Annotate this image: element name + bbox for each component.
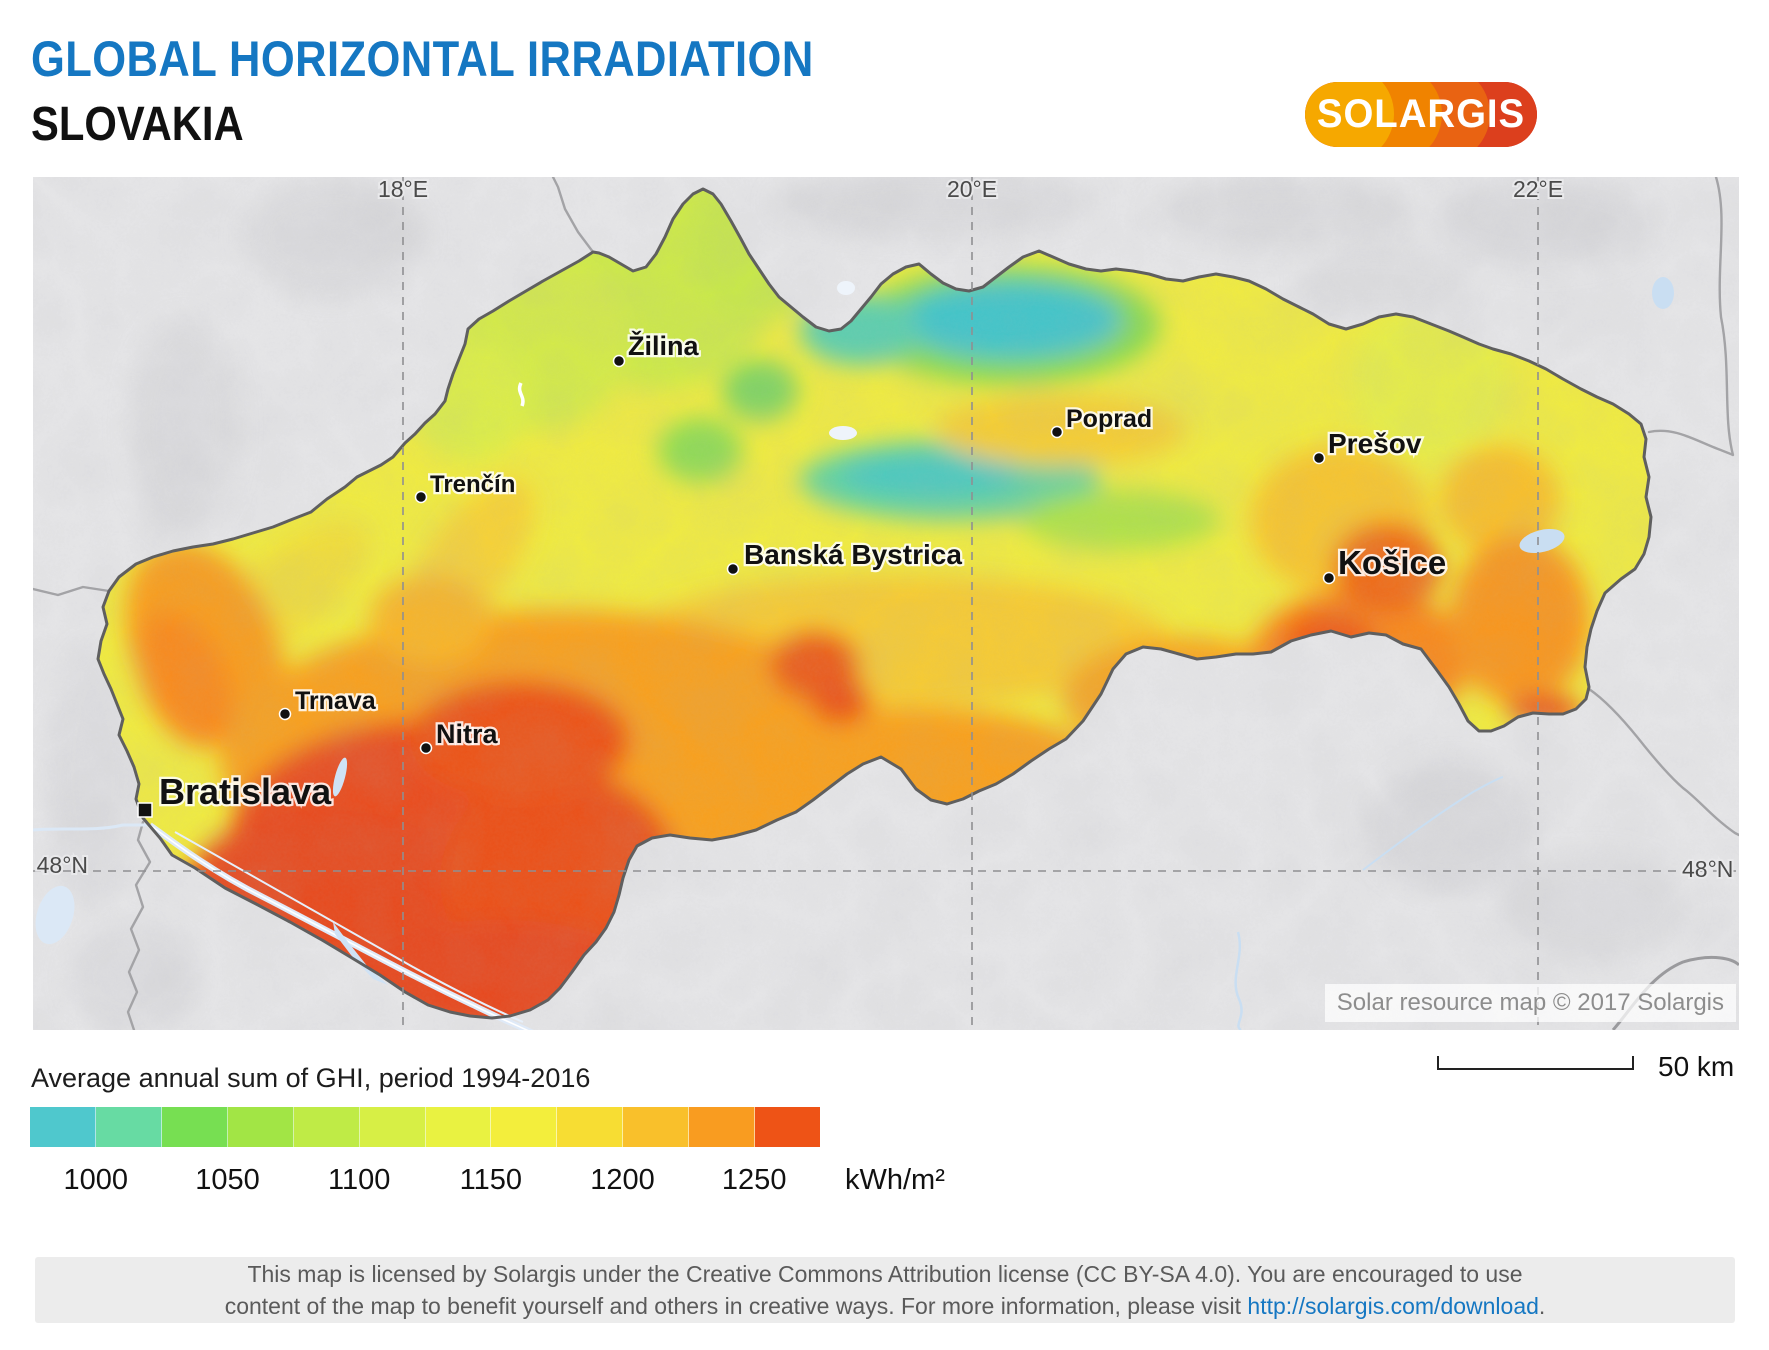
city-layer: Žilina Trenčín Banská Bystrica Poprad Prešov… bbox=[137, 328, 1448, 818]
legend-color-cell bbox=[359, 1107, 426, 1147]
graticule-label: 18°E bbox=[378, 177, 428, 202]
city-marker bbox=[1050, 425, 1064, 439]
page-title: GLOBAL HORIZONTAL IRRADIATION bbox=[31, 31, 814, 87]
city-marker bbox=[137, 802, 153, 818]
legend-tick-label: 1250 bbox=[721, 1164, 787, 1196]
legend-color-cell bbox=[293, 1107, 360, 1147]
legend-color-cell bbox=[689, 1107, 756, 1147]
legend-color-cell bbox=[557, 1107, 624, 1147]
legend-title: Average annual sum of GHI, period 1994-2… bbox=[31, 1063, 591, 1093]
slovakia-border bbox=[96, 187, 1653, 1020]
map-canvas: 18°E 20°E 22°E 48°N 48°N Žilina Trenčín Banská… bbox=[33, 177, 1739, 1030]
city-label: Poprad bbox=[1066, 405, 1152, 433]
city-label: Trnava bbox=[295, 687, 377, 715]
city-label: Trenčín bbox=[430, 471, 515, 498]
solargis-download-link[interactable]: http://solargis.com/download bbox=[1247, 1293, 1539, 1319]
city-marker bbox=[278, 707, 292, 721]
graticule-label: 48°N bbox=[1682, 856, 1733, 882]
city-pre-ov: Prešov bbox=[1312, 426, 1424, 465]
city-poprad: Poprad bbox=[1050, 403, 1154, 439]
legend-tick-label: 1100 bbox=[328, 1164, 391, 1196]
solar-map: 18°E 20°E 22°E 48°N 48°N Žilina Trenčín Banská… bbox=[33, 177, 1739, 1030]
neighbor-borders bbox=[33, 177, 1739, 1030]
city-label: Bratislava bbox=[159, 771, 332, 812]
license-line2-period: . bbox=[1538, 1293, 1546, 1319]
legend-tick-label: 1000 bbox=[63, 1164, 129, 1196]
city-bansk-bystrica: Banská Bystrica bbox=[726, 537, 965, 576]
scale-bar-label: 50 km bbox=[1658, 1051, 1735, 1082]
solargis-logo: SOLARGIS bbox=[1305, 82, 1537, 147]
legend-tick-label: 1150 bbox=[459, 1164, 522, 1196]
city-ko-ice: Košice bbox=[1322, 542, 1448, 585]
license-footer: This map is licensed by Solargis under t… bbox=[35, 1257, 1735, 1323]
city-label: Prešov bbox=[1328, 428, 1422, 459]
legend-color-cell bbox=[623, 1107, 690, 1147]
license-line2: content of the map to benefit yourself a… bbox=[35, 1290, 1735, 1322]
legend-tick-label: 1050 bbox=[195, 1164, 260, 1196]
grain-texture bbox=[33, 177, 1739, 1030]
legend-color-bar bbox=[30, 1107, 821, 1147]
legend-color-cell bbox=[227, 1107, 294, 1147]
city-marker bbox=[612, 354, 626, 368]
solargis-logo-text: SOLARGIS bbox=[1316, 92, 1526, 136]
scale-bar bbox=[1437, 1056, 1634, 1070]
city-bratislava: Bratislava bbox=[137, 769, 334, 818]
city-nitra: Nitra bbox=[419, 717, 501, 755]
city-marker bbox=[726, 562, 740, 576]
legend-color-cell bbox=[95, 1107, 162, 1147]
city-tren-n: Trenčín bbox=[414, 469, 518, 504]
city-label: Nitra bbox=[436, 719, 498, 749]
legend-color-cell bbox=[755, 1107, 821, 1147]
graticule-label: 48°N bbox=[37, 852, 88, 878]
city-label: Žilina bbox=[628, 330, 699, 361]
license-line1: This map is licensed by Solargis under t… bbox=[247, 1261, 1523, 1287]
legend-units: kWh/m² bbox=[845, 1164, 945, 1196]
legend-color-cell bbox=[30, 1107, 96, 1147]
legend-ticks: 1000 1050 1100 1150 1200 1250 bbox=[30, 1164, 820, 1198]
city-marker bbox=[1322, 571, 1336, 585]
city--ilina: Žilina bbox=[612, 328, 702, 368]
page-subtitle: SLOVAKIA bbox=[31, 98, 244, 151]
legend-color-cell bbox=[491, 1107, 558, 1147]
city-label: Košice bbox=[1338, 544, 1446, 581]
city-marker bbox=[1312, 451, 1326, 465]
city-marker bbox=[419, 741, 433, 755]
map-attribution: Solar resource map © 2017 Solargis bbox=[1324, 984, 1736, 1022]
city-trnava: Trnava bbox=[278, 685, 379, 721]
legend-tick-label: 1200 bbox=[590, 1164, 655, 1196]
city-marker bbox=[414, 490, 428, 504]
legend-color-cell bbox=[425, 1107, 492, 1147]
license-line2-text: content of the map to benefit yourself a… bbox=[224, 1293, 1248, 1319]
graticule-labels: 18°E 20°E 22°E 48°N 48°N bbox=[35, 177, 1736, 884]
graticule-lines bbox=[33, 177, 1739, 1030]
legend-color-cell bbox=[161, 1107, 228, 1147]
city-label: Banská Bystrica bbox=[744, 539, 962, 570]
graticule-label: 20°E bbox=[947, 177, 997, 202]
solargis-logo-bands bbox=[1305, 82, 1537, 147]
graticule-label: 22°E bbox=[1513, 177, 1563, 202]
